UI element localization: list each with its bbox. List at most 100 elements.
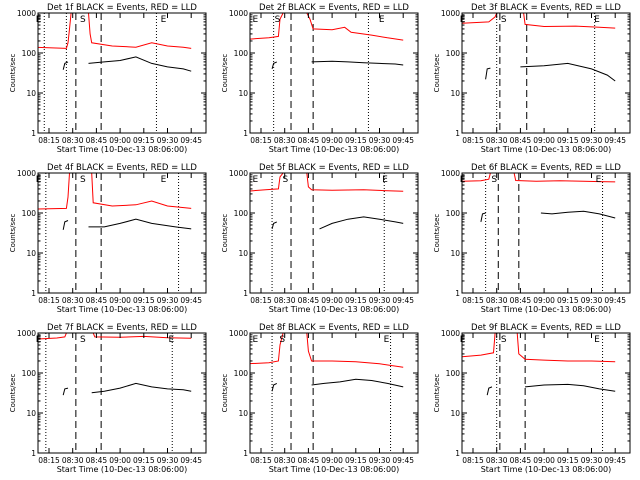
x-tick-label: 09:30 bbox=[369, 456, 391, 465]
y-tick-label: 100 bbox=[234, 369, 249, 378]
chart-panel-1: Det 1f BLACK = Events, RED = LLD E E S 1 10 10… bbox=[9, 3, 207, 154]
chart-title: Det 6f BLACK = Events, RED = LLD bbox=[471, 163, 621, 173]
y-tick-label: 1 bbox=[31, 289, 36, 298]
e-marker-label: E bbox=[594, 15, 600, 25]
y-tick-label: 10 bbox=[450, 249, 460, 258]
lld-series-line bbox=[462, 173, 616, 183]
y-tick-label: 100 bbox=[22, 49, 37, 58]
x-tick-label: 09:00 bbox=[533, 136, 555, 145]
events-series-line bbox=[88, 56, 192, 72]
chart-title: Det 7f BLACK = Events, RED = LLD bbox=[47, 323, 197, 333]
y-tick-label: 10 bbox=[26, 249, 36, 258]
s-marker-label: S bbox=[501, 335, 507, 345]
chart-title: Det 2f BLACK = Events, RED = LLD bbox=[259, 3, 409, 13]
chart-title: Det 1f BLACK = Events, RED = LLD bbox=[47, 3, 197, 13]
y-tick-label: 1 bbox=[455, 449, 460, 458]
y-tick-label: 10 bbox=[26, 89, 36, 98]
x-tick-label: 09:00 bbox=[321, 456, 343, 465]
plot-frame bbox=[249, 172, 419, 294]
x-tick-label: 08:15 bbox=[250, 296, 272, 305]
lld-series-line bbox=[38, 333, 192, 340]
x-tick-label: 08:45 bbox=[298, 456, 320, 465]
y-axis-label: Counts/sec bbox=[433, 54, 441, 93]
y-tick-label: 1000 bbox=[17, 169, 36, 178]
lld-series-line bbox=[250, 13, 404, 41]
x-tick-label: 08:30 bbox=[274, 456, 296, 465]
x-tick-label: 09:30 bbox=[157, 136, 179, 145]
e-marker-label: E bbox=[161, 15, 167, 25]
y-axis-label: Counts/sec bbox=[9, 54, 17, 93]
plot-area bbox=[250, 333, 404, 453]
x-tick-label: 09:45 bbox=[180, 456, 202, 465]
x-tick-label: 08:30 bbox=[62, 136, 84, 145]
e-marker-label: E bbox=[379, 15, 385, 25]
x-tick-label: 09:45 bbox=[604, 456, 626, 465]
y-tick-label: 100 bbox=[22, 209, 37, 218]
x-tick-label: 08:45 bbox=[510, 296, 532, 305]
x-tick-label: 08:30 bbox=[62, 456, 84, 465]
x-tick-label: 08:30 bbox=[274, 296, 296, 305]
e-marker-label: E bbox=[253, 15, 259, 25]
y-tick-label: 1000 bbox=[17, 329, 36, 338]
events-series-line bbox=[311, 378, 404, 388]
y-tick-label: 1 bbox=[243, 289, 248, 298]
x-axis-label: Start Time (10-Dec-13 08:06:00) bbox=[481, 145, 612, 154]
x-tick-label: 09:45 bbox=[180, 136, 202, 145]
events-series-line bbox=[271, 382, 278, 392]
e-marker-label: E bbox=[36, 175, 42, 185]
plot-frame bbox=[249, 12, 419, 134]
s-marker-label: S bbox=[279, 335, 285, 345]
y-tick-label: 1 bbox=[455, 289, 460, 298]
y-tick-label: 1000 bbox=[17, 9, 36, 18]
y-tick-label: 1000 bbox=[441, 329, 460, 338]
events-series-line bbox=[91, 382, 192, 394]
y-tick-label: 10 bbox=[26, 409, 36, 418]
x-tick-label: 09:15 bbox=[557, 136, 579, 145]
x-axis-label: Start Time (10-Dec-13 08:06:00) bbox=[57, 145, 188, 154]
lld-series-line bbox=[250, 173, 404, 192]
x-tick-label: 09:15 bbox=[133, 296, 155, 305]
x-tick-label: 09:00 bbox=[533, 296, 555, 305]
events-series-line bbox=[62, 220, 69, 230]
y-tick-label: 1000 bbox=[229, 9, 248, 18]
events-series-line bbox=[62, 61, 69, 70]
y-tick-label: 1 bbox=[243, 449, 248, 458]
x-tick-label: 08:15 bbox=[250, 456, 272, 465]
lld-series-line bbox=[38, 173, 192, 210]
x-axis-label: Start Time (10-Dec-13 08:06:00) bbox=[481, 305, 612, 314]
x-tick-label: 08:15 bbox=[38, 456, 60, 465]
plot-area bbox=[250, 173, 404, 293]
x-tick-label: 08:30 bbox=[486, 296, 508, 305]
y-axis-label: Counts/sec bbox=[9, 214, 17, 253]
e-marker-label: E bbox=[596, 175, 602, 185]
y-tick-label: 10 bbox=[450, 89, 460, 98]
s-marker-label: S bbox=[501, 15, 507, 25]
x-tick-label: 09:30 bbox=[157, 296, 179, 305]
x-tick-label: 09:15 bbox=[345, 456, 367, 465]
x-tick-label: 09:15 bbox=[557, 456, 579, 465]
y-tick-label: 10 bbox=[450, 409, 460, 418]
y-tick-label: 10 bbox=[238, 89, 248, 98]
chart-panel-3: Det 3f BLACK = Events, RED = LLD E E S 1 10 10… bbox=[433, 3, 631, 154]
x-tick-label: 08:30 bbox=[62, 296, 84, 305]
plot-area bbox=[38, 13, 192, 133]
events-series-line bbox=[311, 60, 404, 66]
s-marker-label: S bbox=[80, 335, 86, 345]
plot-area bbox=[38, 173, 192, 293]
x-tick-label: 08:30 bbox=[274, 136, 296, 145]
e-marker-label: E bbox=[253, 175, 259, 185]
e-marker-label: E bbox=[460, 15, 466, 25]
x-tick-label: 08:45 bbox=[510, 456, 532, 465]
x-axis-label: Start Time (10-Dec-13 08:06:00) bbox=[269, 305, 400, 314]
chart-title: Det 8f BLACK = Events, RED = LLD bbox=[259, 323, 409, 333]
e-marker-label: E bbox=[169, 335, 175, 345]
events-series-line bbox=[525, 383, 616, 392]
plot-frame bbox=[461, 172, 631, 294]
chart-panel-7: Det 7f BLACK = Events, RED = LLD E E S 1 10 10… bbox=[9, 323, 207, 474]
x-tick-label: 09:30 bbox=[581, 296, 603, 305]
x-tick-label: 09:00 bbox=[109, 136, 131, 145]
y-tick-label: 100 bbox=[234, 49, 249, 58]
x-tick-label: 08:30 bbox=[486, 136, 508, 145]
x-tick-label: 09:15 bbox=[345, 136, 367, 145]
